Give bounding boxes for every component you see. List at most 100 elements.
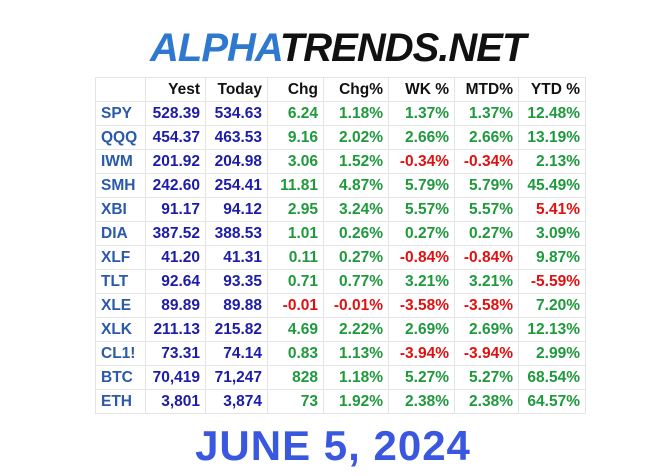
value-cell: 242.60 [145, 173, 206, 198]
value-cell: 1.18% [323, 101, 389, 126]
value-cell: 12.13% [518, 317, 586, 342]
data-row: DIA 387.52 388.53 1.01 0.26% 0.27% 0.27% 3.09% [95, 221, 586, 246]
value-cell: 93.35 [205, 269, 268, 294]
value-cell: 2.38% [454, 389, 519, 414]
value-cell: -0.34% [454, 149, 519, 174]
symbol-cell: IWM [95, 149, 146, 174]
value-cell: 5.41% [518, 197, 586, 222]
value-cell: 45.49% [518, 173, 586, 198]
value-cell: 0.83 [267, 341, 324, 366]
data-row: XLE 89.89 89.88 -0.01 -0.01% -3.58% -3.58% 7.20… [95, 293, 586, 318]
value-cell: 528.39 [145, 101, 206, 126]
value-cell: 5.57% [454, 197, 519, 222]
value-cell: 0.71 [267, 269, 324, 294]
value-cell: 1.01 [267, 221, 324, 246]
value-cell: 41.20 [145, 245, 206, 270]
value-cell: 828 [267, 365, 324, 390]
value-cell: 12.48% [518, 101, 586, 126]
symbol-cell: QQQ [95, 125, 146, 150]
value-cell: 454.37 [145, 125, 206, 150]
value-cell: 0.11 [267, 245, 324, 270]
value-cell: 13.19% [518, 125, 586, 150]
value-cell: 211.13 [145, 317, 206, 342]
data-row: ETH 3,801 3,874 73 1.92% 2.38% 2.38% 64.57% [95, 389, 586, 414]
symbol-cell: XLE [95, 293, 146, 318]
value-cell: 4.69 [267, 317, 324, 342]
value-cell: 5.79% [388, 173, 455, 198]
value-cell: 0.26% [323, 221, 389, 246]
value-cell: 3.21% [454, 269, 519, 294]
data-row: CL1! 73.31 74.14 0.83 1.13% -3.94% -3.94% 2.99% [95, 341, 586, 366]
value-cell: 9.16 [267, 125, 324, 150]
quote-table: Yest Today Chg Chg% WK % MTD% YTD % SPY 528.39 53… [95, 77, 586, 414]
value-cell: 3,874 [205, 389, 268, 414]
symbol-cell: BTC [95, 365, 146, 390]
symbol-cell: XLF [95, 245, 146, 270]
value-cell: 204.98 [205, 149, 268, 174]
value-cell: -0.34% [388, 149, 455, 174]
column-header: MTD% [454, 77, 519, 102]
symbol-cell: TLT [95, 269, 146, 294]
value-cell: 2.69% [388, 317, 455, 342]
value-cell: 1.18% [323, 365, 389, 390]
value-cell: 2.38% [388, 389, 455, 414]
value-cell: 7.20% [518, 293, 586, 318]
value-cell: -0.84% [454, 245, 519, 270]
value-cell: -3.94% [388, 341, 455, 366]
symbol-cell: SPY [95, 101, 146, 126]
value-cell: 89.89 [145, 293, 206, 318]
value-cell: 463.53 [205, 125, 268, 150]
value-cell: 3.06 [267, 149, 324, 174]
value-cell: 0.27% [454, 221, 519, 246]
value-cell: 3,801 [145, 389, 206, 414]
data-row: SMH 242.60 254.41 11.81 4.87% 5.79% 5.79% 45.49… [95, 173, 586, 198]
value-cell: 254.41 [205, 173, 268, 198]
value-cell: 2.22% [323, 317, 389, 342]
header-row: Yest Today Chg Chg% WK % MTD% YTD % [95, 77, 586, 102]
column-header: Chg [267, 77, 324, 102]
logo-brand: ALPHA [150, 26, 281, 70]
symbol-cell: SMH [95, 173, 146, 198]
value-cell: 2.66% [454, 125, 519, 150]
value-cell: 3.21% [388, 269, 455, 294]
value-cell: -3.58% [388, 293, 455, 318]
value-cell: 64.57% [518, 389, 586, 414]
value-cell: 5.57% [388, 197, 455, 222]
value-cell: 92.64 [145, 269, 206, 294]
value-cell: -0.01 [267, 293, 324, 318]
value-cell: 0.27% [388, 221, 455, 246]
data-row: XBI 91.17 94.12 2.95 3.24% 5.57% 5.57% 5.41% [95, 197, 586, 222]
value-cell: 5.79% [454, 173, 519, 198]
value-cell: -5.59% [518, 269, 586, 294]
value-cell: 89.88 [205, 293, 268, 318]
value-cell: 73 [267, 389, 324, 414]
value-cell: 2.13% [518, 149, 586, 174]
data-row: XLK 211.13 215.82 4.69 2.22% 2.69% 2.69% 12.13% [95, 317, 586, 342]
value-cell: 94.12 [205, 197, 268, 222]
data-row: IWM 201.92 204.98 3.06 1.52% -0.34% -0.34% 2.13… [95, 149, 586, 174]
value-cell: 1.13% [323, 341, 389, 366]
column-header: Chg% [323, 77, 389, 102]
value-cell: 3.09% [518, 221, 586, 246]
value-cell: 70,419 [145, 365, 206, 390]
value-cell: 41.31 [205, 245, 268, 270]
value-cell: 1.52% [323, 149, 389, 174]
value-cell: -3.58% [454, 293, 519, 318]
column-header: WK % [388, 77, 455, 102]
value-cell: 4.87% [323, 173, 389, 198]
value-cell: 388.53 [205, 221, 268, 246]
corner-cell [95, 77, 146, 102]
value-cell: 0.27% [323, 245, 389, 270]
value-cell: 91.17 [145, 197, 206, 222]
value-cell: 5.27% [454, 365, 519, 390]
value-cell: 11.81 [267, 173, 324, 198]
data-row: TLT 92.64 93.35 0.71 0.77% 3.21% 3.21% -5.59% [95, 269, 586, 294]
data-row: QQQ 454.37 463.53 9.16 2.02% 2.66% 2.66% 13.19% [95, 125, 586, 150]
symbol-cell: DIA [95, 221, 146, 246]
value-cell: 387.52 [145, 221, 206, 246]
value-cell: 5.27% [388, 365, 455, 390]
value-cell: 9.87% [518, 245, 586, 270]
logo-rest: TRENDS.NET [279, 26, 527, 70]
value-cell: -0.01% [323, 293, 389, 318]
